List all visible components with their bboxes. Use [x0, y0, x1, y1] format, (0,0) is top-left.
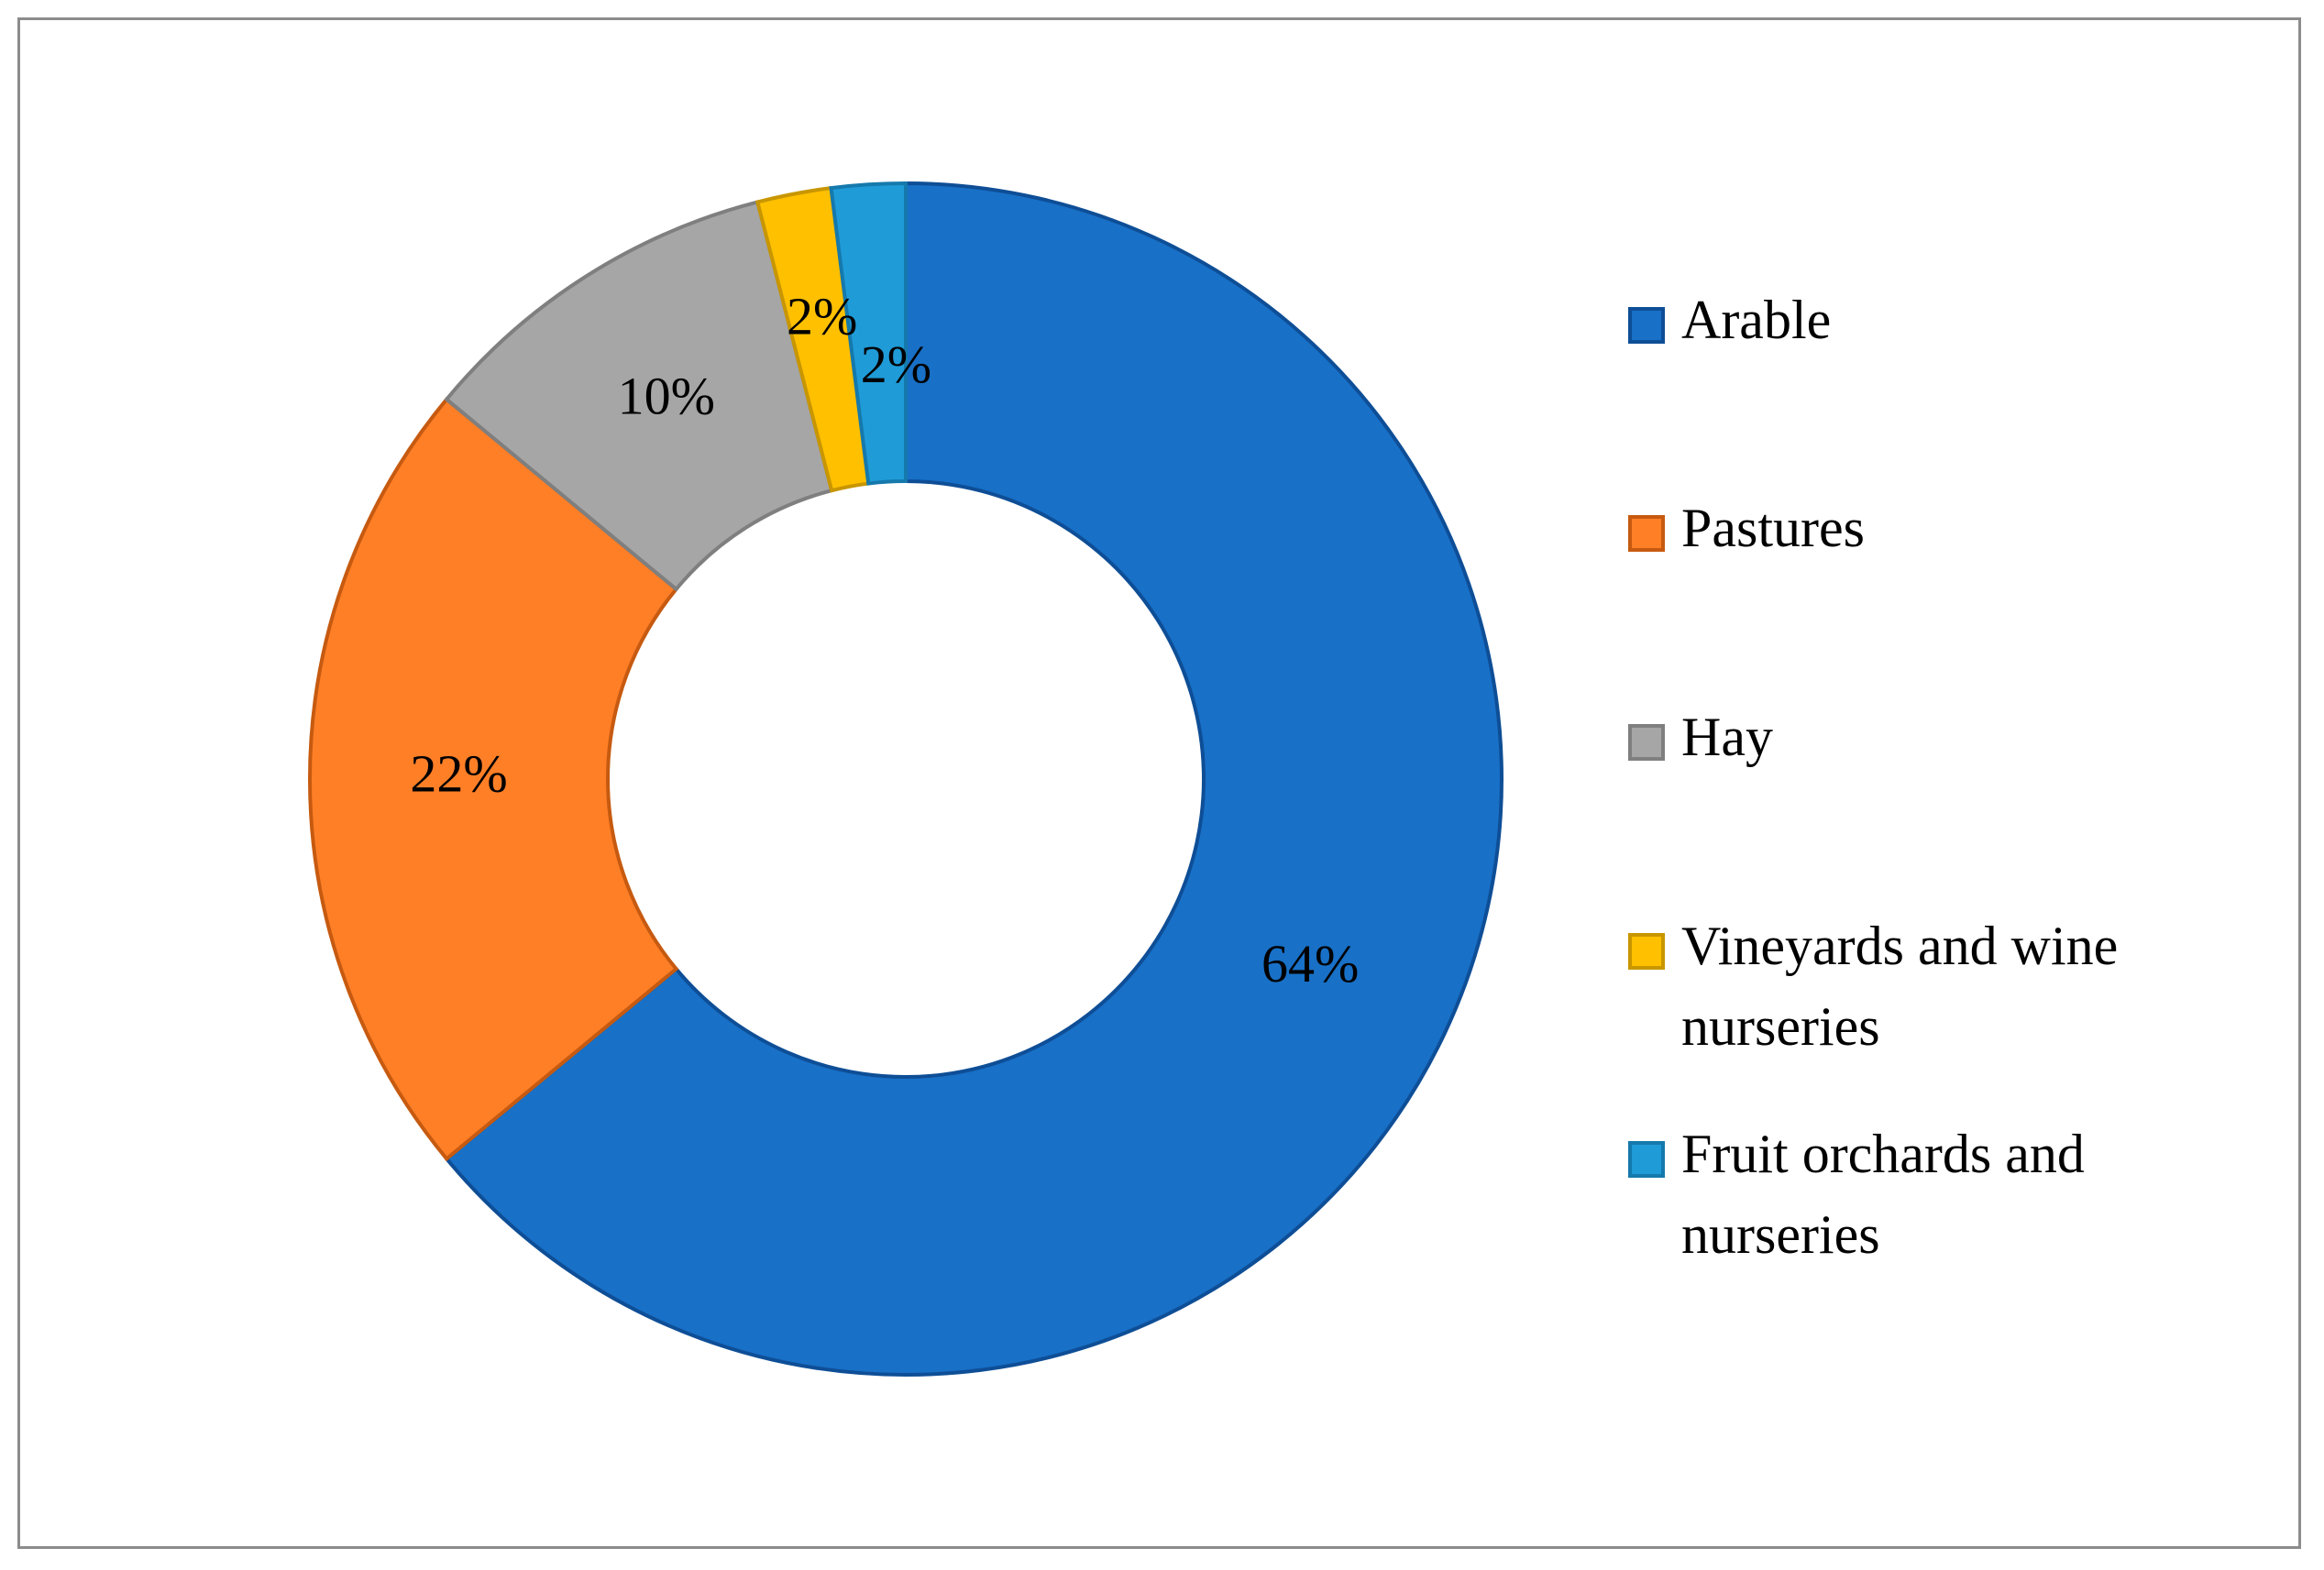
legend-item-hay: Hay [1628, 707, 1773, 767]
legend-label: Vineyards and wine [1681, 916, 2118, 976]
slice-hay [444, 199, 834, 592]
legend-item-pastures: Pastures [1628, 498, 1865, 558]
data-labels: 64% 22% 10% 2%2% [410, 286, 1359, 993]
data-label-hay: 10% [618, 367, 715, 426]
legend-item-vineyards-and-wine-nurseries: Vineyards and wine nurseries [1628, 916, 2118, 1057]
data-label-pastures: 22% [410, 743, 507, 803]
legend-label: Fruit orchards and [1681, 1124, 2085, 1184]
legend-item-fruit-orchards-and-nurseries: Fruit orchards and nurseries [1628, 1124, 2085, 1265]
legend-label: Pastures [1681, 498, 1865, 558]
slice-arable [444, 181, 1503, 1377]
legend-label: Hay [1681, 707, 1773, 767]
legend-label: Arable [1681, 290, 1831, 350]
legend-swatch [1628, 1141, 1665, 1178]
slice-pastures [308, 396, 679, 1162]
donut-slices [308, 181, 1503, 1377]
legend-swatch [1628, 515, 1665, 552]
legend-item-arable: Arable [1628, 290, 1831, 350]
legend-label: nurseries [1681, 1204, 1880, 1265]
slice-fruit-orchards-and-nurseries [829, 181, 908, 486]
data-label-arable: 64% [1261, 934, 1359, 994]
legend-swatch [1628, 307, 1665, 344]
legend: Arable Pastures Hay Vineyards and wine nurse… [1628, 290, 2118, 1265]
data-label-fruit-orchards-and-nurseries: 2% [861, 335, 931, 394]
data-label-vineyards-and-wine-nurseries: 2% [787, 286, 857, 346]
legend-swatch [1628, 724, 1665, 761]
legend-swatch [1628, 933, 1665, 970]
legend-label: nurseries [1681, 996, 1880, 1057]
